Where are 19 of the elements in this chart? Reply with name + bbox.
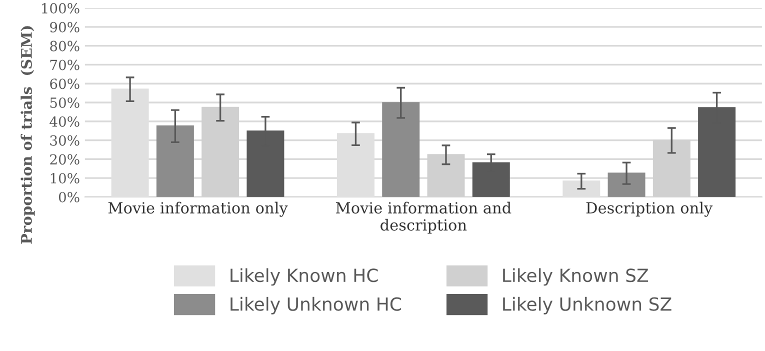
x-tick-label: Movie information only [108,202,288,217]
legend-label: Likely Unknown SZ [503,296,672,314]
y-tick-label: 40% [50,116,80,127]
x-tick-label: Description only [586,202,713,217]
y-tick-label: 60% [50,78,80,90]
y-tick-label: 20% [50,154,80,165]
y-axis-title: Proportion of trials (SEM) [20,26,35,244]
y-tick-label: 80% [50,40,80,52]
x-tick-label: Movie information and description [336,202,512,234]
y-tick-label: 10% [50,172,80,184]
y-tick-label: 90% [50,22,80,32]
y-tick-label: 30% [50,135,80,146]
legend-label: Likely Known SZ [503,268,648,286]
y-tick-label: 50% [50,97,80,108]
legend-label: Likely Known HC [230,268,378,286]
y-tick-label: 100% [42,3,80,14]
y-tick-label: 70% [50,60,80,70]
y-tick-label: 0% [58,192,80,202]
legend-label: Likely Unknown HC [230,296,402,314]
